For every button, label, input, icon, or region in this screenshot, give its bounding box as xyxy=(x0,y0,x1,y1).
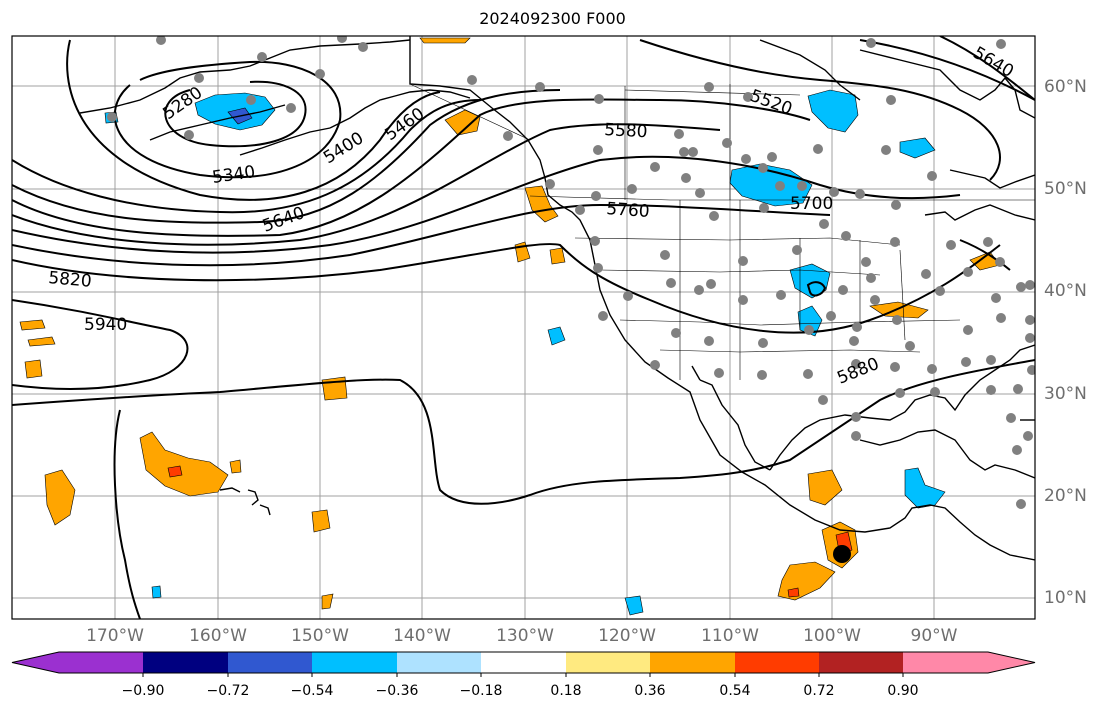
map-frame xyxy=(11,35,1036,620)
lat-label: 40°N xyxy=(1044,281,1087,301)
colorbar-tick-label: 0.90 xyxy=(887,683,919,699)
map-title: 2024092300 F000 xyxy=(479,9,626,28)
positive-anomaly-area xyxy=(24,359,43,379)
colorbar-tick-label: −0.18 xyxy=(459,683,503,699)
lon-label: 170°W xyxy=(86,626,144,646)
contour-label: 5940 xyxy=(84,315,127,335)
contour-label: 5400 xyxy=(320,128,367,168)
height-contours xyxy=(12,36,1035,619)
storm-center-marker xyxy=(833,545,851,563)
lat-label: 50°N xyxy=(1044,179,1087,199)
negative-anomaly-area xyxy=(899,137,936,159)
negative-anomaly-area xyxy=(904,467,946,509)
colorbar-segment xyxy=(481,652,566,673)
lat-label: 10°N xyxy=(1044,588,1087,608)
colorbar-segment xyxy=(566,652,650,673)
positive-anomaly-area xyxy=(321,593,334,610)
state-borders xyxy=(409,83,1035,380)
colorbar-segment xyxy=(903,652,988,673)
lon-label: 110°W xyxy=(701,626,759,646)
contour-label: 5820 xyxy=(48,268,93,292)
positive-anomaly-area xyxy=(139,431,229,497)
colorbar-segment xyxy=(650,652,735,673)
colorbar-tick-label: 0.18 xyxy=(550,683,582,699)
colorbar-segment xyxy=(312,652,397,673)
lon-label: 90°W xyxy=(910,626,958,646)
colorbar-tick-label: 0.72 xyxy=(803,683,835,699)
gridlines xyxy=(12,36,1035,619)
negative-anomaly-area xyxy=(729,163,813,207)
positive-anomaly-area xyxy=(19,319,46,331)
colorbar-tick-label: −0.90 xyxy=(121,683,165,699)
colorbar-tick-label: 0.36 xyxy=(634,683,666,699)
colorbar-segment xyxy=(59,652,143,673)
positive-anomaly-area xyxy=(524,185,559,223)
colorbar-segment xyxy=(735,652,819,673)
lon-label: 130°W xyxy=(496,626,554,646)
lon-label: 150°W xyxy=(291,626,349,646)
colorbar-segment xyxy=(819,652,903,673)
lat-label: 20°N xyxy=(1044,486,1087,506)
contour-label: 5640 xyxy=(970,43,1017,82)
positive-anomaly-area xyxy=(777,561,836,601)
lat-label: 60°N xyxy=(1044,77,1087,97)
positive-anomaly-area xyxy=(229,459,242,474)
lon-label: 140°W xyxy=(393,626,451,646)
negative-anomaly-area xyxy=(624,595,644,616)
coastlines xyxy=(79,36,1035,561)
positive-anomaly-area xyxy=(311,509,331,533)
lat-label: 30°N xyxy=(1044,384,1087,404)
contour-label: 5880 xyxy=(834,354,882,389)
lon-label: 100°W xyxy=(803,626,861,646)
station-markers xyxy=(107,36,1035,509)
contour-label-layer: 5280 5340 5400 5460 5520 5580 5640 5640 … xyxy=(48,43,1017,389)
contour-label: 5760 xyxy=(606,199,651,222)
contour-label: 5280 xyxy=(159,83,206,124)
positive-anomaly-area xyxy=(44,469,76,526)
positive-anomaly-area xyxy=(444,109,481,136)
colorbar-segment xyxy=(228,652,312,673)
positive-anomaly-area xyxy=(419,37,471,44)
colorbar-tick-label: −0.54 xyxy=(290,683,334,699)
positive-anomaly-area xyxy=(549,247,566,265)
negative-anomaly-area xyxy=(807,89,859,133)
positive-anomaly-area xyxy=(27,336,56,347)
contour-label: 5700 xyxy=(790,194,833,214)
negative-anomaly-area xyxy=(151,585,162,599)
lon-label: 160°W xyxy=(189,626,247,646)
positive-anomaly-area xyxy=(167,465,183,478)
lon-label: 120°W xyxy=(598,626,656,646)
colorbar-tick-label: −0.36 xyxy=(375,683,419,699)
colorbar-segment xyxy=(397,652,481,673)
negative-anomaly-area xyxy=(547,326,566,346)
positive-anomaly-area xyxy=(787,587,800,598)
colorbar-tick-label: 0.54 xyxy=(719,683,751,699)
contour-label: 5580 xyxy=(604,120,648,142)
colorbar-extend-low xyxy=(12,652,59,673)
colorbar-segment xyxy=(143,652,228,673)
colorbar-extend-high xyxy=(988,652,1035,673)
colorbar-tick-label: −0.72 xyxy=(206,683,250,699)
colorbar-outline xyxy=(11,651,1036,674)
colorbar xyxy=(11,651,1036,677)
negative-anomaly-area xyxy=(797,305,823,337)
positive-anomaly-area xyxy=(807,469,843,506)
contour-label: 5520 xyxy=(747,86,794,120)
